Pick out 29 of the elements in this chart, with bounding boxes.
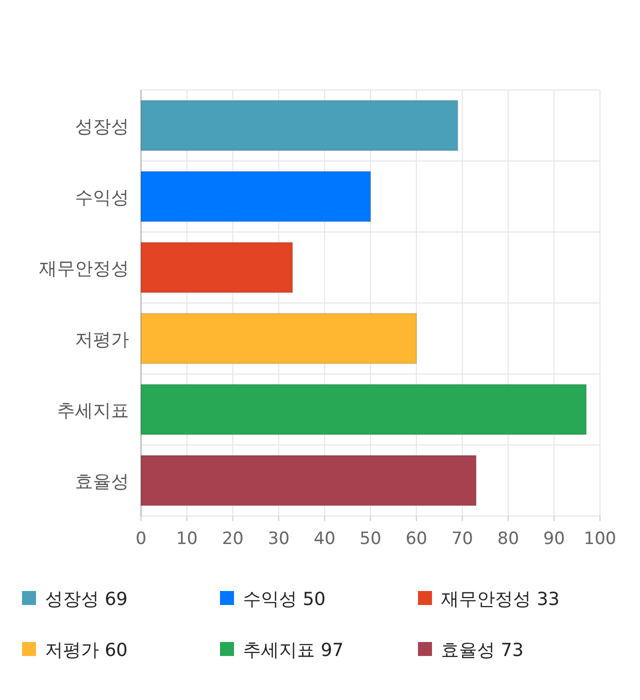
legend-item: 재무안정성 33 <box>418 589 560 610</box>
y-tick-label: 효율성 <box>75 472 129 492</box>
x-tick-label: 100 <box>584 529 616 549</box>
x-tick-label: 40 <box>314 529 336 549</box>
legend-label: 재무안정성 33 <box>441 589 560 610</box>
y-tick-label: 추세지표 <box>57 400 129 422</box>
y-tick-label: 저평가 <box>75 330 129 350</box>
y-tick-label: 수익성 <box>75 188 129 208</box>
legend-item: 추세지표 97 <box>220 640 344 661</box>
x-tick-label: 30 <box>268 529 290 549</box>
legend-item: 성장성 69 <box>22 589 128 610</box>
y-tick-label: 재무안정성 <box>39 258 129 280</box>
x-tick-label: 80 <box>497 529 520 549</box>
x-tick-label: 20 <box>222 529 244 549</box>
x-tick-label: 0 <box>136 529 146 549</box>
legend-item: 수익성 50 <box>220 589 326 610</box>
x-tick-label: 10 <box>176 529 198 549</box>
legend-label: 저평가 60 <box>45 640 128 661</box>
legend-label: 수익성 50 <box>243 589 326 610</box>
x-tick-label: 90 <box>543 529 565 549</box>
legend-label: 성장성 69 <box>45 589 128 610</box>
legend-item: 저평가 60 <box>22 640 128 661</box>
x-tick-label: 70 <box>451 529 474 549</box>
legend-item: 효율성 73 <box>418 640 524 661</box>
x-tick-label: 60 <box>406 529 428 549</box>
y-tick-label: 성장성 <box>75 116 129 138</box>
legend-label: 추세지표 97 <box>243 640 344 661</box>
legend-label: 효율성 73 <box>441 640 524 661</box>
x-tick-label: 50 <box>360 529 382 549</box>
